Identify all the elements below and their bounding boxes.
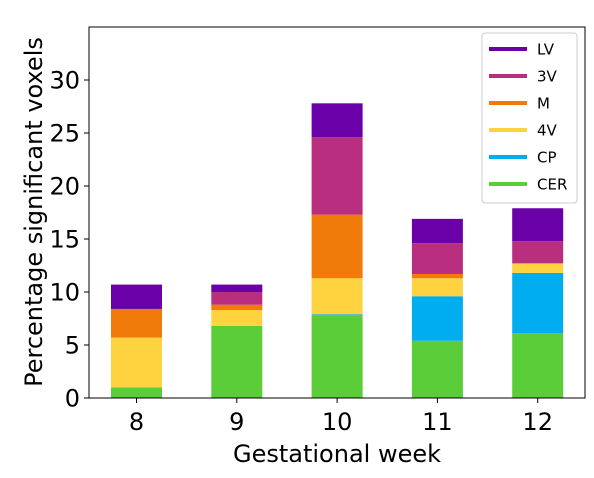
bar-segment-3v-week-12 [512,241,564,264]
bar-segment-m-week-10 [311,214,363,279]
bar-segment-cer-week-11 [411,340,463,398]
bar-segment-lv-week-9 [211,284,263,292]
x-tick-label: 12 [522,408,553,436]
legend-label-3v: 3V [537,68,558,86]
y-tick-label: 0 [65,385,80,413]
bar-segment-m-week-9 [211,304,263,311]
x-tick-label: 9 [229,408,244,436]
bar-segment-m-week-8 [111,308,162,338]
x-tick-label: 8 [129,408,144,436]
bar-segment-4v-week-10 [311,278,363,315]
bar-segment-cer-week-8 [111,387,162,398]
bar-segment-lv-week-11 [411,218,463,244]
x-tick-label: 10 [322,408,353,436]
y-tick-label: 30 [49,67,80,95]
y-tick-label: 25 [49,120,80,148]
bar-segment-3v-week-11 [411,243,463,274]
bars-layer [111,103,564,398]
legend-label-cer: CER [537,176,567,194]
bar-segment-lv-week-12 [512,208,564,242]
bar-segment-m-week-11 [411,273,463,279]
legend-label-4v: 4V [537,122,558,140]
bar-segment-4v-week-8 [111,337,162,388]
y-tick-label: 20 [49,173,80,201]
bar-segment-lv-week-8 [111,284,162,309]
y-tick-label: 10 [49,279,80,307]
bar-segment-3v-week-10 [311,137,363,215]
bar-segment-4v-week-12 [512,263,564,273]
legend-label-cp: CP [537,149,557,167]
legend-label-m: M [537,95,550,113]
bar-segment-cp-week-10 [311,314,363,316]
bar-segment-3v-week-9 [211,292,263,305]
bar-segment-cer-week-12 [512,333,564,398]
bar-segment-cp-week-12 [512,272,564,334]
y-axis-label: Percentage significant voxels [20,37,48,387]
bar-segment-cer-week-10 [311,315,363,398]
legend: LV 3V M 4V CP CER [481,32,578,204]
legend-label-lv: LV [537,41,555,59]
y-tick-label: 15 [49,226,80,254]
y-tick-label: 5 [65,332,80,360]
bar-segment-4v-week-9 [211,310,263,326]
bar-segment-lv-week-10 [311,103,363,138]
bar-segment-cer-week-9 [211,325,263,398]
x-axis-label: Gestational week [233,440,441,468]
x-tick-label: 11 [422,408,453,436]
bar-segment-cp-week-11 [411,296,463,341]
bar-segment-4v-week-11 [411,278,463,297]
axes-layer: 8 9 10 11 12 0 5 10 15 20 25 30 [49,67,553,437]
